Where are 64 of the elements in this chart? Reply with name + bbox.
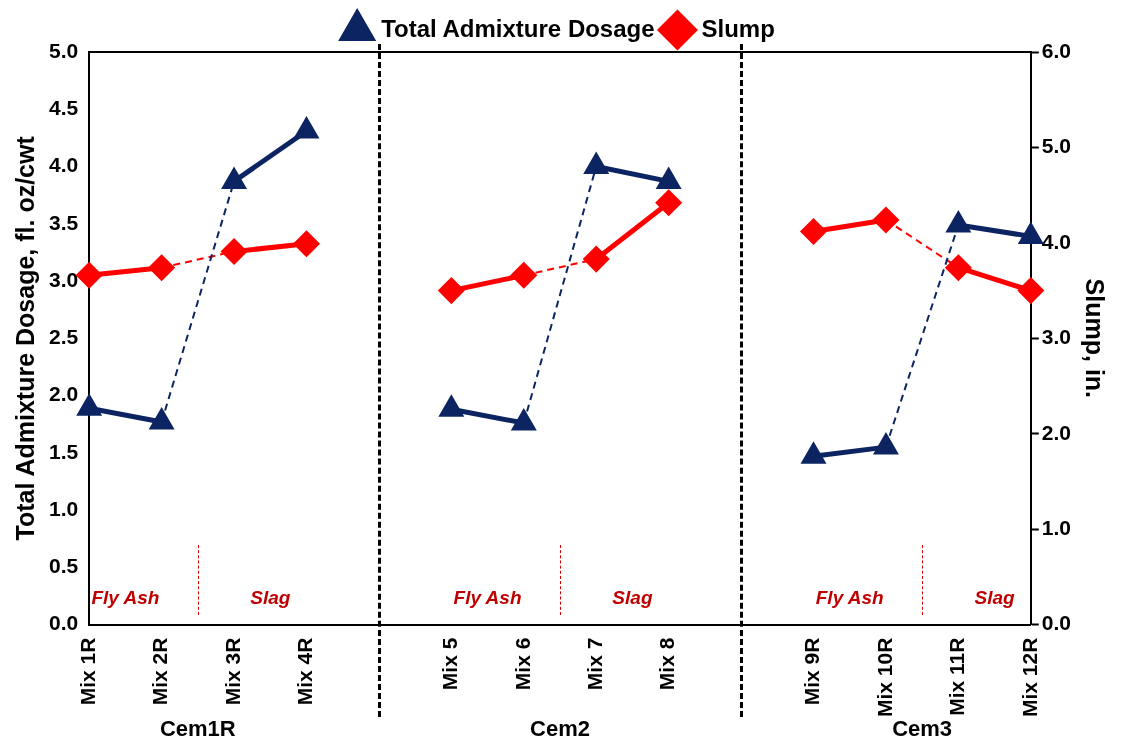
x-tick-label: Mix 4R xyxy=(293,637,317,706)
point xyxy=(801,218,827,244)
text: Cem3 xyxy=(891,716,954,742)
y-tick-label: 4.5 xyxy=(48,96,79,120)
x-tick-label: Mix 8 xyxy=(655,637,679,691)
y2-tick-label: 5.0 xyxy=(1041,134,1072,158)
y-tick-label: 1.0 xyxy=(48,496,79,520)
point xyxy=(294,116,320,139)
y-tick-label: 2.0 xyxy=(48,382,79,406)
legend-label: Total Admixture Dosage xyxy=(381,14,655,42)
annotation: Slag xyxy=(249,586,292,609)
legend-label: Slump xyxy=(701,14,775,42)
x-tick-label: Mix 11R xyxy=(945,637,969,716)
point xyxy=(945,255,971,281)
y-tick-label: 3.5 xyxy=(48,210,79,234)
x-tick-label: Mix 2R xyxy=(148,637,172,706)
y-axis-title: Total Admixture Dosage, fl. oz/cwt xyxy=(10,135,39,541)
point xyxy=(873,432,899,455)
point xyxy=(800,441,827,464)
point xyxy=(76,393,102,416)
point xyxy=(583,246,609,272)
annotation: Slag xyxy=(973,586,1016,609)
y-tick-label: 2.5 xyxy=(48,325,79,349)
y-tick-label: 4.0 xyxy=(48,153,79,177)
point xyxy=(1018,278,1044,304)
x-tick-label: Mix 7 xyxy=(583,637,607,691)
y2-tick-label: 6.0 xyxy=(1041,38,1072,62)
annotation: Slag xyxy=(611,586,654,609)
point xyxy=(873,207,899,233)
point xyxy=(221,238,247,264)
x-tick-label: Mix 1R xyxy=(75,637,99,706)
annotation: Fly Ash xyxy=(452,586,523,609)
point xyxy=(221,166,247,189)
x-tick-label: Mix 6 xyxy=(510,637,534,691)
x-tick-label: Mix 12R xyxy=(1017,637,1041,718)
point xyxy=(76,262,102,288)
point xyxy=(438,394,465,417)
point xyxy=(149,255,175,281)
y-tick-label: 5.0 xyxy=(48,38,79,62)
text: Cem1R xyxy=(158,716,237,742)
point xyxy=(293,231,319,257)
y-tick-label: 0.5 xyxy=(48,554,79,578)
annotation: Fly Ash xyxy=(90,586,161,609)
y2-axis-title: Slump, in. xyxy=(1081,278,1110,399)
y2-tick-label: 0.0 xyxy=(1041,611,1072,635)
x-tick-label: Mix 3R xyxy=(220,637,244,706)
point xyxy=(655,166,682,189)
x-tick-label: Mix 5 xyxy=(438,637,462,691)
y-tick-label: 3.0 xyxy=(48,267,79,291)
y2-tick-label: 2.0 xyxy=(1041,420,1072,444)
point xyxy=(1018,221,1044,244)
y2-tick-label: 4.0 xyxy=(1041,229,1072,253)
x-tick-label: Mix 10R xyxy=(872,637,896,718)
y-tick-label: 1.5 xyxy=(48,439,79,463)
y2-tick-label: 1.0 xyxy=(1041,515,1072,539)
x-tick-label: Mix 9R xyxy=(800,637,824,706)
y-tick-label: 0.0 xyxy=(48,611,79,635)
y2-tick-label: 3.0 xyxy=(1041,325,1072,349)
point xyxy=(510,408,537,431)
point xyxy=(438,278,464,304)
point xyxy=(656,190,682,216)
point xyxy=(511,262,537,288)
annotation: Fly Ash xyxy=(814,586,885,609)
text: Cem2 xyxy=(529,716,591,742)
